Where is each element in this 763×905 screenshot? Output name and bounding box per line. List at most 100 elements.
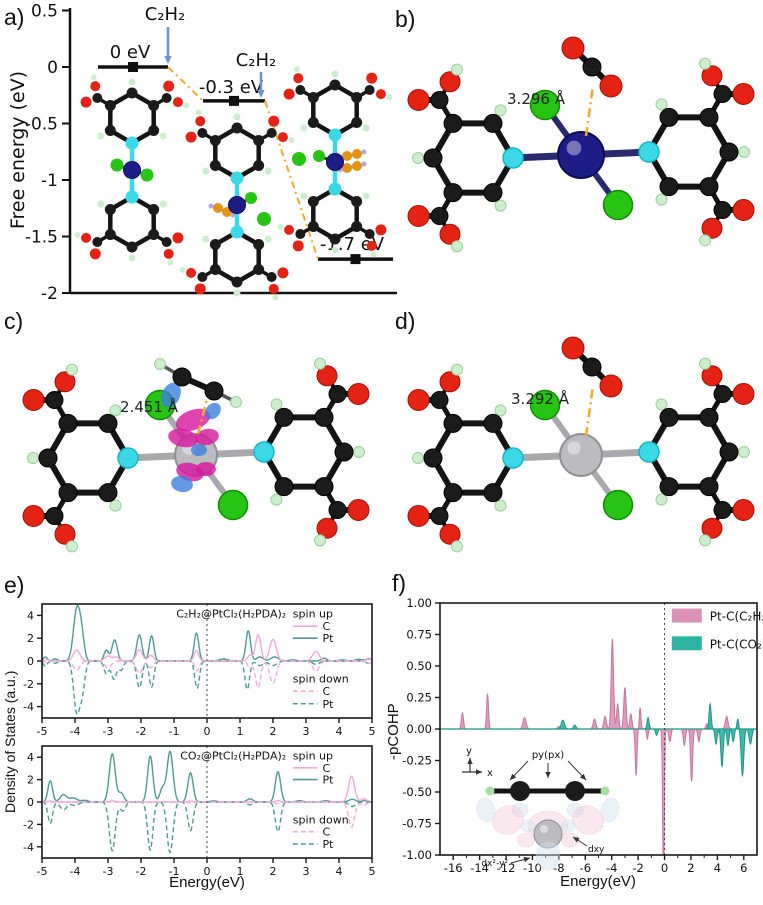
metal-atom bbox=[228, 196, 246, 214]
pyridine-ring bbox=[430, 120, 516, 196]
x-tick-label: 2 bbox=[270, 725, 277, 738]
nitrogen-atom bbox=[117, 447, 139, 469]
carbon-atom bbox=[443, 113, 463, 133]
carbon-atom bbox=[92, 237, 103, 247]
hydrogen-atom bbox=[195, 109, 202, 116]
x-tick-label: 3 bbox=[303, 865, 310, 878]
x-tick-label: -4 bbox=[70, 865, 81, 878]
inset-d1-orbital-label: dx²-y² bbox=[481, 859, 508, 869]
hydrogen-atom bbox=[494, 499, 507, 512]
carbon-atom bbox=[58, 483, 78, 503]
x-tick-label: 1 bbox=[237, 725, 244, 738]
carbon-atom bbox=[197, 128, 208, 138]
oxygen-atom bbox=[80, 96, 92, 108]
pcohp-chart: -16 -14 -12 -10 -8 -6 -4 -2 0 2 4 6 1.00 0.75 0.50 0.25… bbox=[402, 596, 763, 875]
carbon-atom bbox=[423, 148, 443, 168]
carbon-atom bbox=[209, 239, 221, 250]
carbon-atom bbox=[295, 85, 306, 95]
acetylene-hydrogen-atom bbox=[361, 149, 367, 155]
orbital-lobe bbox=[175, 408, 211, 432]
panel-e-label: e) bbox=[4, 572, 25, 598]
carbon-atom bbox=[307, 92, 319, 103]
distance-line bbox=[584, 385, 595, 437]
hydrogen-atom bbox=[600, 786, 610, 796]
y-tick-label: -1.5 bbox=[25, 228, 58, 248]
carbon-atom bbox=[197, 272, 208, 282]
carbon-atom bbox=[295, 229, 306, 239]
carbon-atom bbox=[104, 125, 116, 136]
hydrogen-atom bbox=[451, 240, 463, 253]
oxygen-atom bbox=[701, 217, 723, 239]
hydrogen-atom bbox=[109, 404, 122, 417]
carbon-atom bbox=[274, 407, 294, 427]
carbon-atom bbox=[253, 160, 265, 171]
carbon-atom bbox=[328, 501, 347, 520]
hydrogen-atom bbox=[370, 251, 377, 258]
carbon-atom bbox=[266, 272, 277, 282]
y-tick-label: 4 bbox=[27, 609, 34, 622]
level-marker bbox=[229, 95, 239, 106]
x-tick-label: -2 bbox=[632, 861, 643, 875]
carbon-atom bbox=[510, 781, 530, 801]
hydrogen-atom bbox=[300, 192, 308, 200]
carbon-atom bbox=[483, 413, 503, 433]
chlorine-atom bbox=[292, 152, 306, 166]
specular-highlight bbox=[567, 441, 581, 455]
hydrogen-atom bbox=[288, 137, 295, 144]
nitrogen-atom bbox=[328, 128, 342, 142]
oxygen-atom bbox=[81, 232, 92, 243]
y-tick-label: -4 bbox=[23, 841, 34, 854]
panel-f-label: f) bbox=[392, 570, 407, 596]
carbon-atom bbox=[204, 381, 224, 401]
panel-f: f) -pCOHP -16 -14 -12 -10 -8 -6 -4 -2 0 2 4 6 1.00 0.… bbox=[385, 570, 763, 905]
panel-b: b) 3.296 Å bbox=[385, 0, 763, 305]
carbon-atom bbox=[45, 507, 64, 526]
arrow-head bbox=[573, 837, 580, 843]
series-line-C-down bbox=[42, 801, 372, 828]
inset-axis-x-label: x bbox=[487, 768, 493, 779]
metal-atom bbox=[557, 131, 605, 179]
carbon-atom bbox=[231, 276, 243, 288]
distance-label: 2.451 Å bbox=[120, 397, 179, 416]
oxygen-atom bbox=[701, 517, 723, 539]
x-tick-label: -2 bbox=[136, 865, 147, 878]
carbon-atom bbox=[659, 107, 679, 127]
hydrogen-atom bbox=[167, 259, 174, 266]
carbon-atom bbox=[148, 125, 160, 136]
y-tick-label: 0.25 bbox=[406, 691, 432, 705]
panel-d: d) 3.292 Å bbox=[385, 300, 763, 575]
orbital-lobe bbox=[535, 841, 561, 871]
oxygen-atom bbox=[277, 132, 288, 143]
y-tick-label: 0.75 bbox=[406, 628, 432, 642]
hydrogen-atom bbox=[293, 66, 300, 73]
nitrogen-atom bbox=[638, 141, 660, 163]
x-tick-label: 4 bbox=[336, 865, 343, 878]
oxygen-atom bbox=[347, 499, 370, 522]
oxygen-atom bbox=[172, 97, 183, 108]
pyridine-ring bbox=[261, 414, 347, 490]
carbon-atom bbox=[334, 442, 354, 462]
carbon-atom bbox=[565, 781, 585, 801]
acetylene-carbon-atom bbox=[352, 149, 362, 159]
oxygen-atom bbox=[54, 371, 76, 393]
hydrogen-atom bbox=[314, 357, 326, 370]
arrow-head bbox=[545, 772, 551, 778]
oxygen-atom bbox=[172, 232, 184, 244]
y-tick-label: 0 bbox=[27, 796, 34, 809]
carbon-atom bbox=[423, 448, 443, 468]
y-tick-label: 0 bbox=[27, 655, 34, 668]
hydrogen-atom bbox=[738, 146, 750, 158]
x-tick-label: 0 bbox=[661, 861, 668, 875]
carbon-atom bbox=[38, 448, 58, 468]
y-tick-label: -2 bbox=[23, 678, 34, 691]
carbon-atom bbox=[719, 142, 739, 162]
orbital-lobe bbox=[571, 805, 605, 835]
oxygen-atom bbox=[407, 505, 430, 528]
pyridine-ring bbox=[646, 114, 732, 190]
y-tick-label: -0.50 bbox=[402, 785, 432, 799]
legend-label: Pt bbox=[323, 838, 335, 851]
carbon-atom bbox=[209, 160, 221, 171]
pyridine-ring bbox=[646, 414, 732, 490]
x-tick-label: 1 bbox=[237, 865, 244, 878]
